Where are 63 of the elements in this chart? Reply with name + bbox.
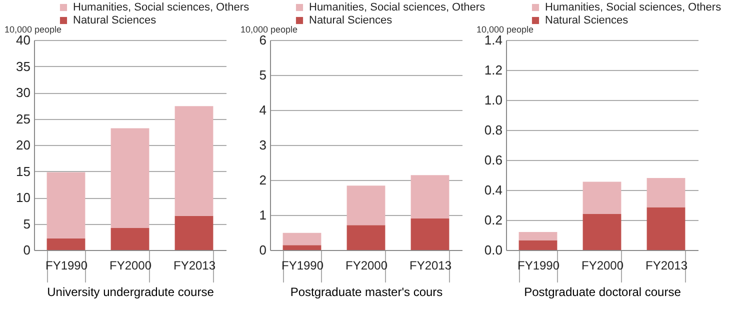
bar: [174, 216, 214, 250]
y-tick-label: 1.0: [484, 92, 502, 108]
bar: [646, 207, 686, 250]
y-tick-label: 0: [23, 242, 30, 258]
y-tick-label: 0: [259, 242, 266, 258]
bar: [346, 225, 386, 250]
bar: [46, 172, 86, 238]
y-tick-label: 6: [259, 32, 266, 48]
y-tick-label: 1.2: [484, 62, 502, 78]
bar: [346, 186, 386, 226]
bar: [110, 228, 150, 250]
x-axis-title: Postgraduate master's cours: [290, 285, 443, 299]
y-tick-label: 40: [16, 32, 30, 48]
bar: [518, 240, 558, 250]
legend-label: Humanities, Social sciences, Others: [309, 2, 486, 14]
y-tick-label: 0.0: [484, 242, 502, 258]
y-tick-label: 0.2: [484, 212, 502, 228]
y-tick-label: 5: [259, 68, 266, 82]
x-tick-label: FY2000: [581, 258, 624, 272]
x-tick-label: FY1990: [281, 258, 324, 272]
x-axis-title: University undergradute course: [47, 285, 214, 299]
y-tick-label: 0.6: [484, 152, 502, 168]
y-tick-label: 0.4: [484, 182, 502, 198]
x-tick-label: FY1990: [517, 258, 560, 272]
y-axis-title: 10,000 people: [240, 24, 298, 34]
y-tick-label: 4: [259, 102, 266, 118]
y-tick-label: 35: [16, 58, 30, 74]
legend-label: Humanities, Social sciences, Others: [545, 2, 722, 14]
x-tick-label: FY2013: [173, 258, 216, 272]
bar: [646, 178, 686, 208]
y-tick-label: 0.8: [484, 122, 502, 138]
bar: [174, 106, 214, 216]
legend-label: Natural Sciences: [545, 14, 629, 26]
bar: [410, 175, 450, 218]
bar: [410, 218, 450, 250]
bar: [282, 245, 322, 250]
y-tick-label: 10: [16, 190, 30, 205]
y-tick-label: 1: [259, 208, 266, 222]
y-tick-label: 1.4: [484, 32, 502, 48]
y-tick-label: 15: [16, 164, 30, 179]
x-tick-label: FY2013: [409, 258, 452, 272]
x-tick-label: FY2013: [645, 258, 688, 272]
legend-label: Natural Sciences: [73, 14, 157, 26]
y-tick-label: 25: [16, 111, 30, 126]
legend-label: Natural Sciences: [309, 14, 393, 26]
bar: [582, 214, 622, 250]
bar: [282, 232, 322, 246]
x-tick-label: FY2000: [345, 258, 388, 272]
bar: [518, 232, 558, 240]
y-tick-label: 3: [259, 138, 266, 152]
y-axis-title: 10,000 people: [4, 24, 62, 34]
y-tick-label: 5: [23, 216, 30, 232]
bar: [582, 182, 622, 214]
bar: [110, 128, 150, 228]
y-tick-label: 2: [259, 172, 266, 188]
y-tick-label: 20: [16, 138, 30, 152]
y-axis-title: 10,000 people: [476, 24, 534, 34]
x-tick-label: FY1990: [45, 258, 88, 272]
y-tick-label: 30: [16, 85, 30, 100]
legend-label: Humanities, Social sciences, Others: [73, 2, 250, 14]
x-axis-title: Postgraduate doctoral course: [524, 285, 682, 299]
bar: [46, 238, 86, 250]
x-tick-label: FY2000: [109, 258, 152, 272]
